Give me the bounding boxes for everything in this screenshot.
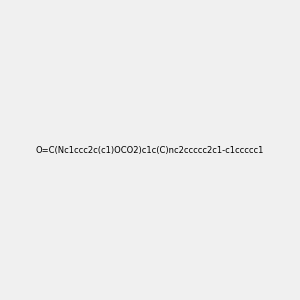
Text: O=C(Nc1ccc2c(c1)OCO2)c1c(C)nc2ccccc2c1-c1ccccc1: O=C(Nc1ccc2c(c1)OCO2)c1c(C)nc2ccccc2c1-c…	[36, 146, 264, 154]
